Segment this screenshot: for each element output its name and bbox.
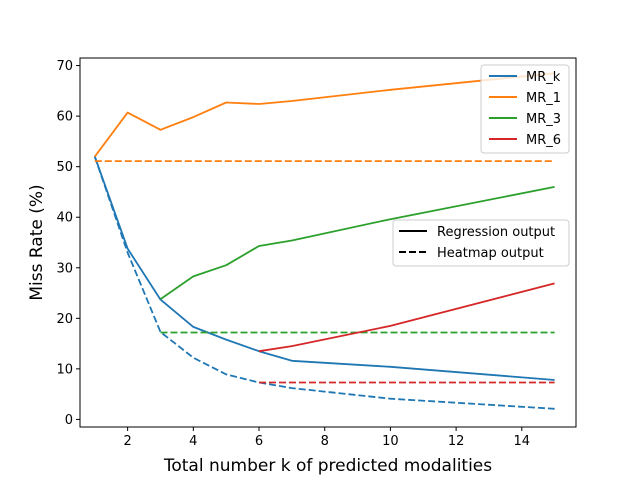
y-axis-label: Miss Rate (%) [27,184,47,300]
legend-style-box [392,219,570,267]
series-mr-1-regression-line [94,72,555,158]
series-layer [93,72,555,410]
plot-frame [79,57,577,428]
legend-series-box [480,64,570,154]
x-tick-label: 12 [448,434,465,449]
x-tick-label: 6 [255,434,263,449]
y-tick-label: 30 [56,261,73,276]
y-tick-label: 40 [56,211,73,226]
legend-mr-6-label: MR_6 [526,133,561,148]
legend-regression-label: Regression output [437,225,555,240]
y-tick-label: 60 [56,110,73,125]
series-mr-6-regression-line [258,282,555,353]
series-mr-k-regression-line [93,156,555,381]
legend-series: MR_k MR_1 MR_3 MR_6 [480,64,570,154]
legend-mr-3-label: MR_3 [526,112,561,127]
x-tick-label: 4 [189,434,197,449]
y-tick-label: 10 [56,362,73,377]
y-tick-label: 50 [56,160,73,175]
series-mr-3-regression-line [159,186,555,300]
series-mr-k-heatmap-line [93,156,555,410]
ticks-layer: 2 4 6 8 10 12 14 0 10 20 30 40 50 60 70 [56,59,530,449]
legend-mr-k-label: MR_k [526,70,561,85]
y-tick-label: 0 [65,413,73,428]
x-tick-label: 10 [382,434,399,449]
y-tick-label: 70 [56,59,73,74]
y-tick-label: 20 [56,312,73,327]
x-tick-label: 8 [321,434,329,449]
x-tick-label: 2 [123,434,131,449]
legend-heatmap-label: Heatmap output [437,246,544,261]
legend-mr-1-label: MR_1 [526,91,561,106]
x-axis-label: Total number k of predicted modalities [163,456,492,476]
legend-style: Regression output Heatmap output [392,219,570,267]
x-tick-label: 14 [514,434,531,449]
